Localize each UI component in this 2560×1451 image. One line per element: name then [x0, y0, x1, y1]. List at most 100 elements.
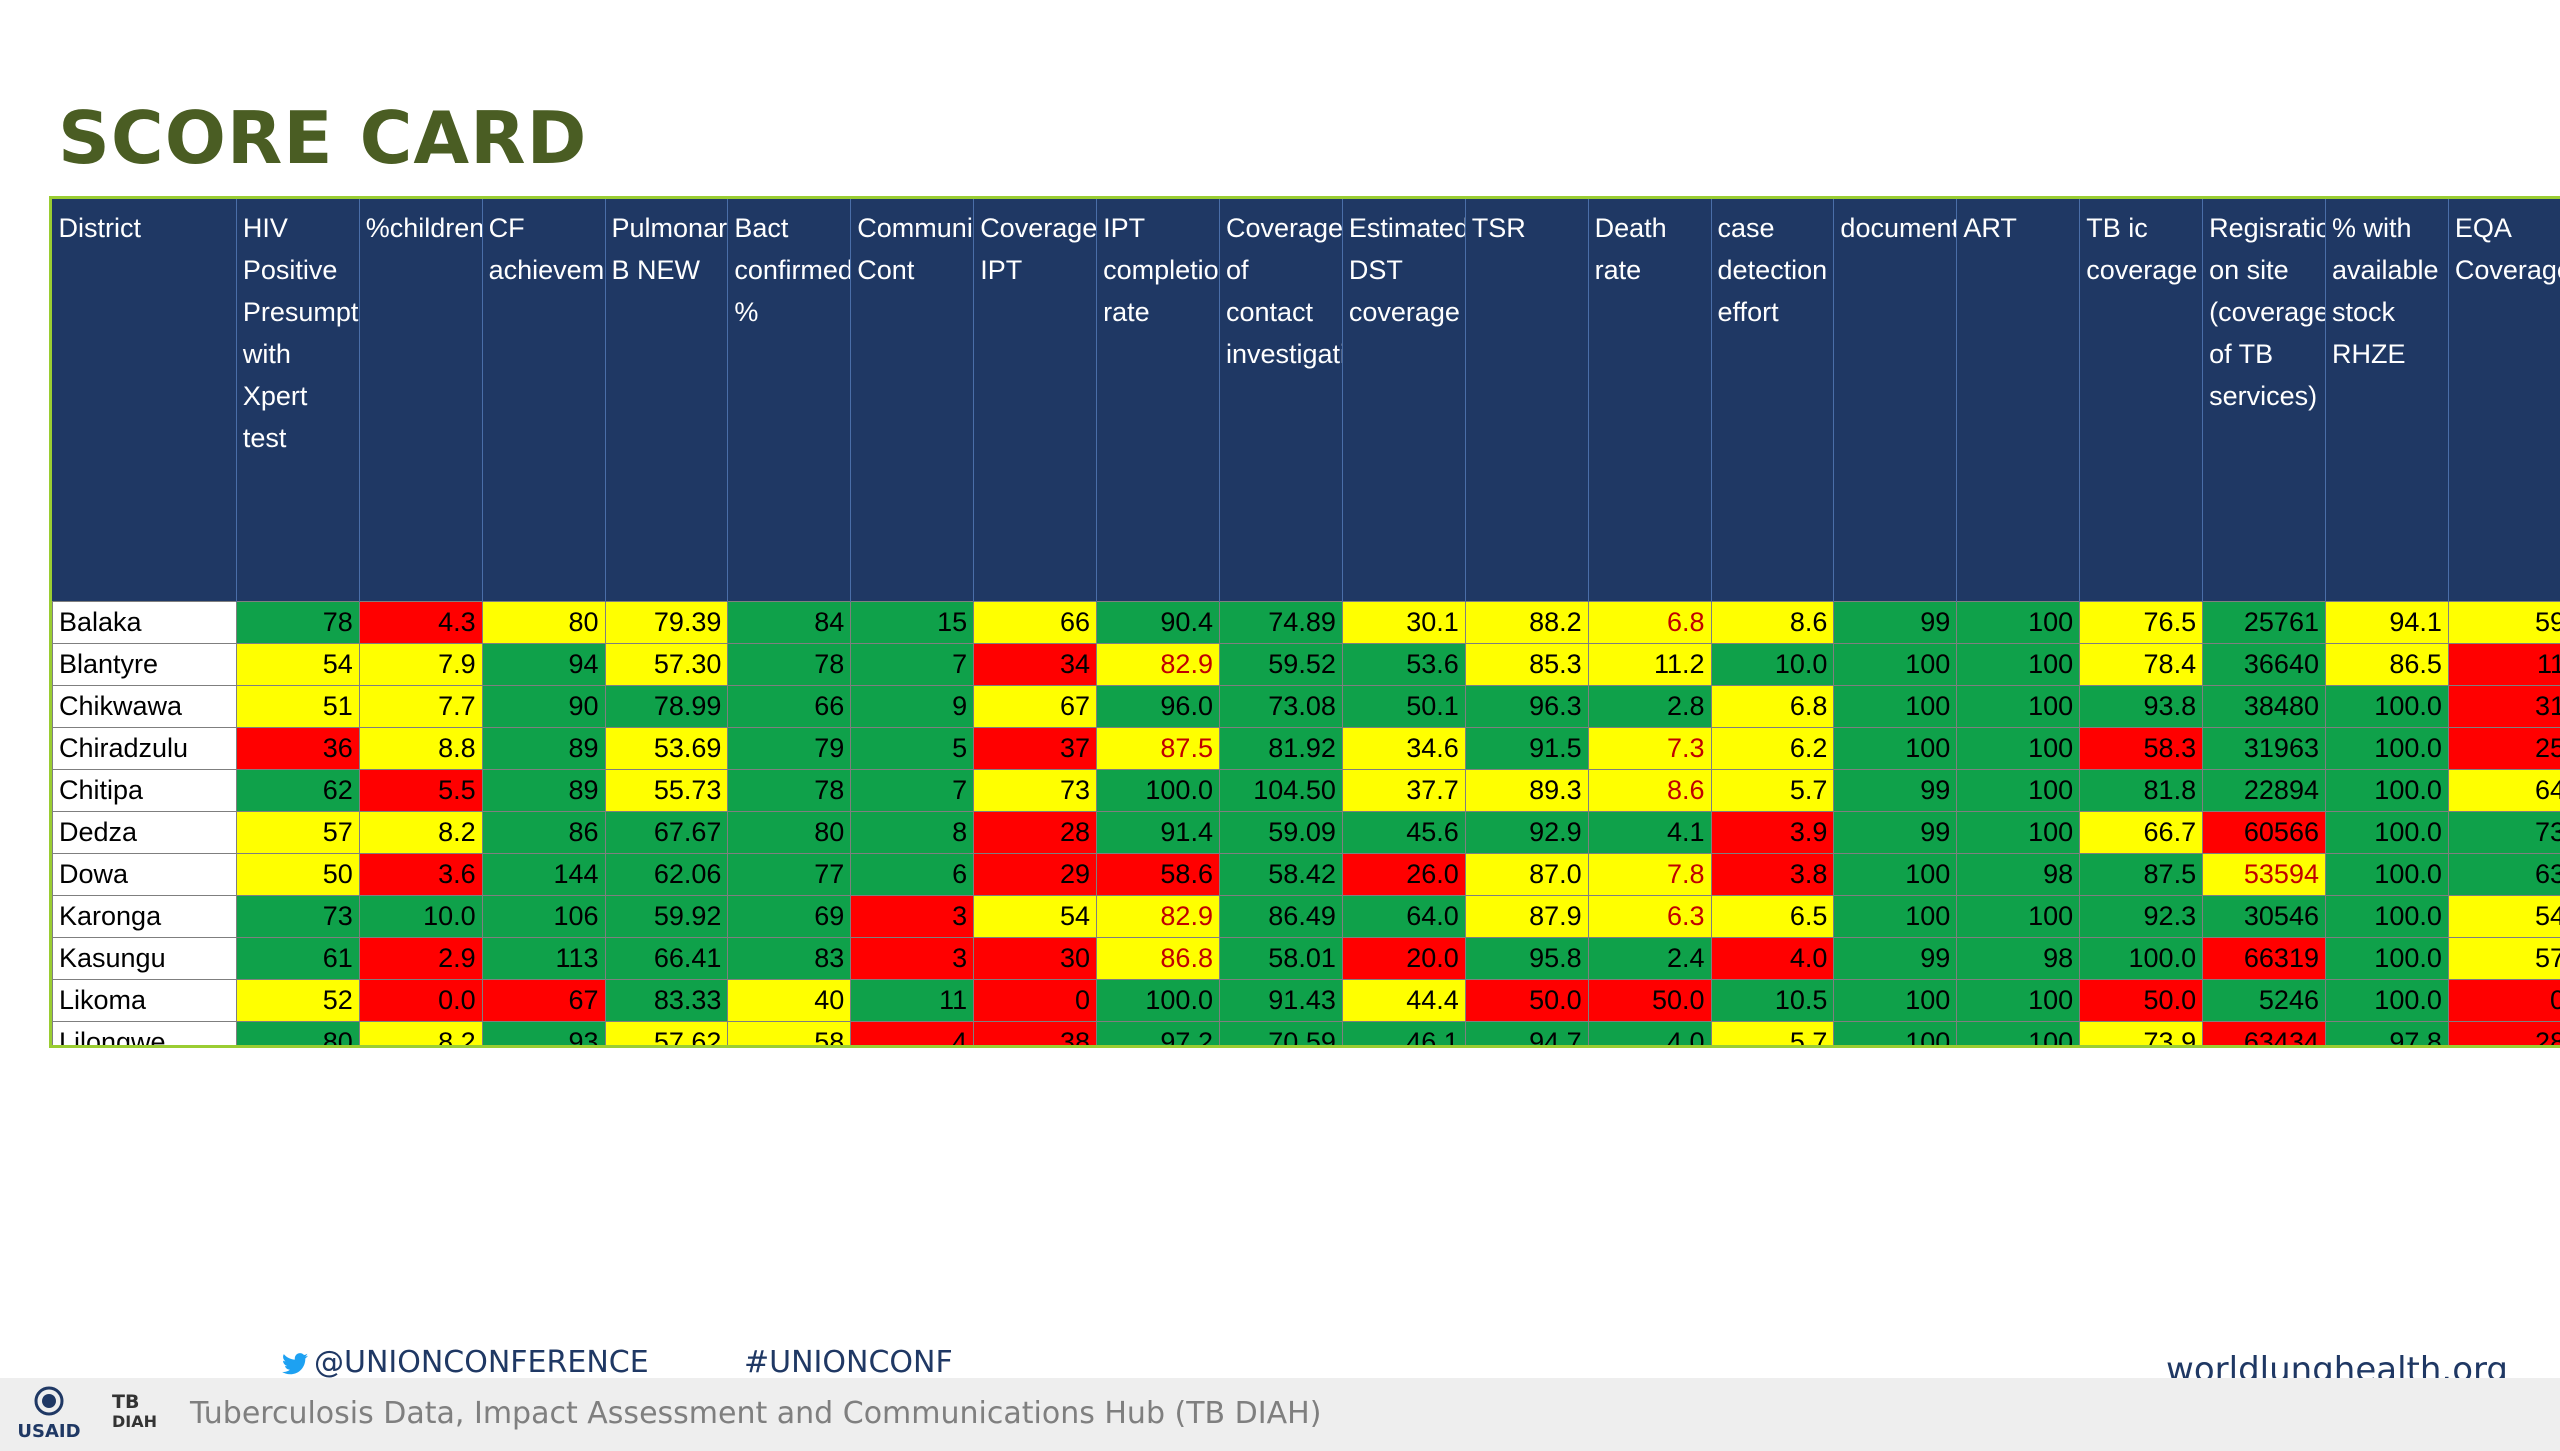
- table-row: Chikwawa 51 7.7 90 78.99 66 9 67 96.0 73.08 50.1 96…: [52, 684, 2560, 728]
- score-cell: 50.0: [1587, 978, 1712, 1022]
- score-cell: 58.01: [1218, 936, 1343, 980]
- score-cell: 83.33: [604, 978, 729, 1022]
- score-cell: 3.9: [1710, 810, 1835, 854]
- score-cell: 100: [1956, 894, 2081, 938]
- column-header: TB ic coverage: [2079, 199, 2204, 601]
- column-header: Estimated DST coverage: [1342, 199, 1466, 601]
- score-cell: 8.2: [358, 810, 483, 854]
- score-cell: 97.8: [2324, 1020, 2449, 1045]
- score-cell: 100: [1956, 726, 2081, 770]
- score-cell: 67: [481, 978, 606, 1022]
- footer-band: [0, 1378, 2560, 1451]
- score-cell: 100.0: [1096, 768, 1220, 812]
- score-cell: 25: [2447, 726, 2560, 770]
- column-header: Coverage IPT: [973, 199, 1098, 601]
- score-cell: 94.1: [2324, 600, 2449, 644]
- district-cell: Balaka: [52, 600, 237, 644]
- score-cell: 81.92: [1218, 726, 1343, 770]
- score-cell: 86.8: [1096, 936, 1220, 980]
- score-cell: 81.8: [2079, 768, 2204, 812]
- district-cell: Dedza: [52, 810, 237, 854]
- score-cell: 0: [2447, 978, 2560, 1022]
- score-cell: 7.9: [358, 642, 483, 686]
- score-cell: 78.4: [2079, 642, 2204, 686]
- score-cell: 66319: [2202, 936, 2326, 980]
- score-cell: 36: [235, 726, 360, 770]
- score-cell: 53594: [2202, 852, 2326, 896]
- score-cell: 83: [727, 936, 852, 980]
- score-cell: 22894: [2202, 768, 2326, 812]
- score-cell: 100: [1833, 1020, 1958, 1045]
- district-cell: Lilongwe: [52, 1020, 237, 1045]
- score-cell: 100.0: [2324, 810, 2449, 854]
- score-cell: 89: [481, 726, 606, 770]
- score-cell: 63434: [2202, 1020, 2326, 1045]
- score-cell: 9: [850, 684, 975, 728]
- score-cell: 6.3: [1587, 894, 1712, 938]
- score-cell: 98: [1956, 936, 2081, 980]
- score-cell: 30.1: [1341, 600, 1466, 644]
- score-cell: 98: [1956, 852, 2081, 896]
- score-cell: 66: [973, 600, 1098, 644]
- score-cell: 7.7: [358, 684, 483, 728]
- score-cell: 6.8: [1710, 684, 1835, 728]
- score-cell: 62.06: [604, 852, 729, 896]
- score-cell: 100.0: [2324, 684, 2449, 728]
- column-header: % with available stock RHZE: [2325, 199, 2449, 601]
- score-cell: 100.0: [2324, 768, 2449, 812]
- score-cell: 144: [481, 852, 606, 896]
- column-header: EQA Coverage: [2448, 199, 2560, 601]
- table-row: Karonga 73 10.0 106 59.92 69 3 54 82.9 86.49 64.0 8…: [52, 894, 2560, 938]
- score-cell: 76.5: [2079, 600, 2204, 644]
- score-cell: 37.7: [1341, 768, 1466, 812]
- score-cell: 31: [2447, 684, 2560, 728]
- score-cell: 99: [1833, 600, 1958, 644]
- score-cell: 45.6: [1341, 810, 1466, 854]
- score-cell: 86.5: [2324, 642, 2449, 686]
- score-cell: 28: [973, 810, 1098, 854]
- score-cell: 50.1: [1341, 684, 1466, 728]
- score-cell: 100: [1833, 642, 1958, 686]
- column-header: Coverage of contact investigation: [1219, 199, 1343, 601]
- score-cell: 4.0: [1587, 1020, 1712, 1045]
- score-cell: 2.4: [1587, 936, 1712, 980]
- score-cell: 104.50: [1218, 768, 1343, 812]
- score-cell: 11: [2447, 642, 2560, 686]
- score-cell: 91.4: [1096, 810, 1220, 854]
- score-cell: 6: [850, 852, 975, 896]
- score-cell: 0.0: [358, 978, 483, 1022]
- score-cell: 100: [1956, 684, 2081, 728]
- score-cell: 46.1: [1341, 1020, 1466, 1045]
- score-cell: 37: [973, 726, 1098, 770]
- score-cell: 29: [973, 852, 1098, 896]
- score-cell: 38: [973, 1020, 1098, 1045]
- score-cell: 60566: [2202, 810, 2326, 854]
- score-cell: 94.7: [1464, 1020, 1589, 1045]
- score-cell: 7.3: [1587, 726, 1712, 770]
- score-cell: 82.9: [1096, 642, 1220, 686]
- score-cell: 59.92: [604, 894, 729, 938]
- score-cell: 7: [850, 768, 975, 812]
- score-cell: 80: [727, 810, 852, 854]
- score-cell: 30: [973, 936, 1098, 980]
- score-cell: 58.3: [2079, 726, 2204, 770]
- score-cell: 73: [235, 894, 360, 938]
- score-cell: 30546: [2202, 894, 2326, 938]
- score-cell: 100: [1956, 1020, 2081, 1045]
- district-cell: Blantyre: [52, 642, 237, 686]
- score-cell: 6.5: [1710, 894, 1835, 938]
- score-cell: 5.7: [1710, 1020, 1835, 1045]
- page-title: SCORE CARD: [58, 96, 588, 180]
- score-cell: 100.0: [2079, 936, 2204, 980]
- score-cell: 93: [481, 1020, 606, 1045]
- table-body: Balaka 78 4.3 80 79.39 84 15 66 90.4 74.89 30.1 88.…: [52, 600, 2560, 1045]
- score-cell: 100: [1833, 978, 1958, 1022]
- column-header: HIV Positive Presumptive with Xpert test: [236, 199, 360, 601]
- column-header: ART: [1956, 199, 2081, 601]
- score-cell: 78: [727, 642, 852, 686]
- score-cell: 92.9: [1464, 810, 1589, 854]
- score-cell: 20.0: [1341, 936, 1466, 980]
